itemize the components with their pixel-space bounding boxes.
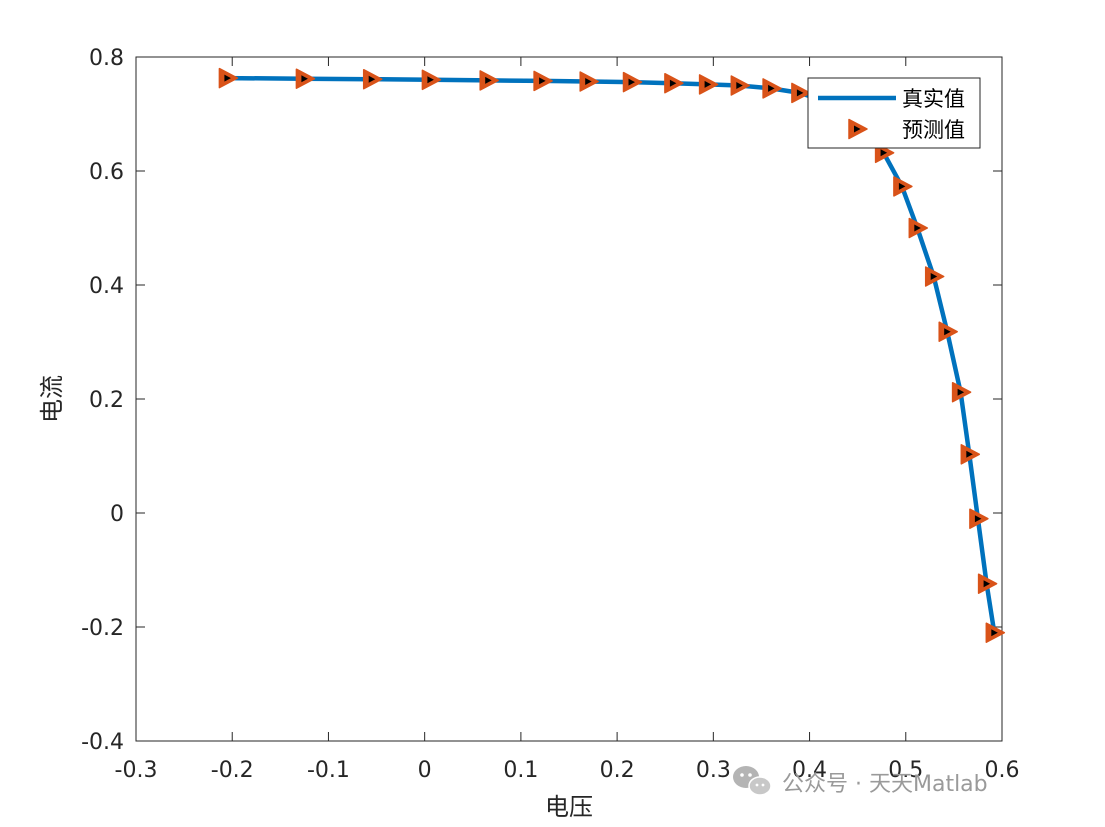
pred-marker-inner — [669, 79, 677, 87]
y-tick-label: 0.4 — [89, 274, 124, 299]
plot-area — [135, 56, 1003, 742]
pred-marker — [533, 70, 553, 92]
x-tick-label: -0.3 — [115, 758, 158, 783]
pred-marker-inner — [974, 515, 982, 523]
pred-marker-inner — [301, 75, 308, 83]
pred-marker — [664, 72, 684, 94]
x-tick-label: 0.1 — [503, 758, 538, 783]
x-tick-label: 0.3 — [696, 758, 731, 783]
y-tick-label: 0.6 — [89, 160, 124, 185]
pred-marker-inner — [796, 89, 804, 97]
watermark: 公众号 · 天天Matlab — [733, 766, 988, 797]
pred-marker-inner — [368, 75, 376, 83]
pred-marker — [295, 68, 316, 89]
pred-marker-inner — [736, 82, 743, 89]
legend-label-true: 真实值 — [902, 87, 965, 111]
y-tick-label: 0 — [110, 502, 124, 527]
series-layer — [218, 67, 1006, 643]
legend-label-pred: 预测值 — [902, 118, 965, 142]
wechat-icon — [733, 766, 772, 796]
pred-marker-inner — [880, 149, 888, 157]
pred-marker-inner — [485, 76, 492, 84]
legend-marker-sample — [848, 118, 868, 140]
pred-marker-inner — [704, 80, 712, 88]
y-axis-ticks: -0.4 -0.2 0 0.2 0.4 0.6 0.8 — [81, 46, 1002, 755]
pred-marker — [218, 67, 239, 89]
x-tick-label: 0.2 — [600, 758, 635, 783]
x-tick-label: -0.1 — [307, 758, 350, 783]
y-tick-label: -0.4 — [81, 730, 124, 755]
pred-marker — [421, 69, 442, 91]
pred-marker — [579, 71, 599, 92]
x-tick-label: 0.6 — [985, 758, 1020, 783]
pred-marker — [960, 444, 981, 465]
pred-marker — [969, 508, 989, 529]
pred-marker-inner — [944, 328, 951, 336]
legend-box — [807, 77, 981, 149]
x-axis-ticks: -0.3 -0.2 -0.1 0 0.1 0.2 0.3 0.4 0.5 0.6 — [115, 57, 1020, 783]
pred-marker-inner — [898, 182, 906, 190]
legend: 真实值 预测值 — [807, 77, 981, 149]
y-axis-label: 电流 — [38, 375, 66, 423]
pred-marker-inner — [991, 629, 998, 637]
pred-marker-inner — [930, 273, 938, 280]
pred-marker-inner — [224, 74, 231, 82]
pred-marker-inner — [914, 224, 921, 232]
pred-marker — [362, 68, 383, 90]
pred-marker-inner — [585, 78, 592, 85]
pred-marker — [479, 70, 499, 91]
y-tick-label: 0.2 — [89, 388, 124, 413]
pred-marker — [762, 78, 782, 99]
x-tick-label: 0.4 — [792, 758, 827, 783]
pred-marker — [938, 321, 958, 342]
pred-marker — [977, 573, 998, 594]
x-axis-label: 电压 — [545, 793, 593, 821]
pred-marker-inner — [983, 580, 991, 588]
pred-marker-inner — [628, 78, 635, 86]
pred-marker-inner — [957, 388, 965, 396]
pred-marker-inner — [768, 84, 775, 92]
pred-marker — [985, 622, 1006, 643]
pred-marker-inner — [539, 77, 546, 85]
pred-marker — [908, 217, 929, 239]
watermark-text: 公众号 · 天天Matlab — [782, 772, 988, 797]
y-tick-label: -0.2 — [81, 616, 124, 641]
pred-marker-inner — [427, 76, 434, 84]
x-tick-label: -0.2 — [211, 758, 254, 783]
pred-marker — [951, 381, 972, 403]
pred-marker — [730, 75, 751, 96]
pred-marker — [698, 74, 719, 95]
pred-marker — [893, 176, 913, 197]
x-tick-label: 0 — [418, 758, 432, 783]
pred-marker — [791, 82, 811, 104]
x-tick-label: 0.5 — [888, 758, 923, 783]
pred-marker-inner — [966, 450, 973, 458]
axes-box — [135, 56, 1003, 742]
pred-marker — [924, 266, 945, 287]
pred-marker — [622, 71, 643, 93]
y-tick-label: 0.8 — [89, 46, 124, 71]
